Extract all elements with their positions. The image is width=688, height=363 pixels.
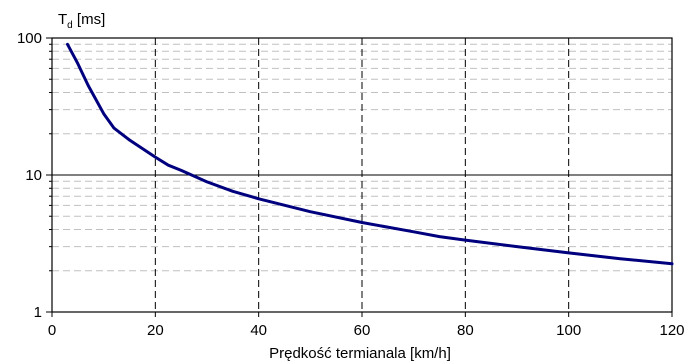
y-tick-label: 1	[34, 304, 42, 321]
y-axis-title-unit: [ms]	[73, 11, 106, 28]
x-tick-label: 100	[556, 322, 581, 339]
x-tick-label: 120	[659, 322, 684, 339]
y-ticks: 1 10 100	[17, 30, 52, 321]
series-line	[66, 42, 674, 266]
y-minor-ticks	[49, 43, 52, 272]
y-axis-title-sub: d	[67, 20, 73, 31]
y-tick-label: 10	[25, 167, 42, 184]
y-axis-title: Td [ms]	[58, 11, 105, 31]
x-tick-label: 60	[354, 322, 371, 339]
x-axis-title: Prędkość termianala [km/h]	[269, 345, 451, 362]
x-tick-label: 0	[48, 322, 56, 339]
x-ticks: 0 20 40 60 80 100 120	[48, 312, 685, 339]
y-tick-label: 100	[17, 30, 42, 47]
x-tick-label: 40	[250, 322, 267, 339]
y-axis-title-main: T	[58, 11, 67, 28]
x-tick-label: 20	[147, 322, 164, 339]
x-tick-label: 80	[457, 322, 474, 339]
